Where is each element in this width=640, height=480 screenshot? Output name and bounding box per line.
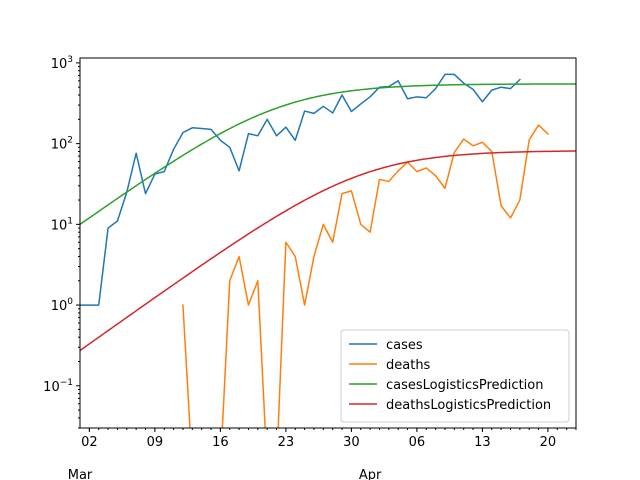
x-tick-label: 23 bbox=[278, 435, 295, 450]
x-tick-label: 06 bbox=[409, 435, 426, 450]
plot-frame bbox=[79, 57, 577, 429]
x-tick-label: 02 bbox=[81, 435, 98, 450]
series-line-3 bbox=[80, 150, 576, 352]
series-line-2 bbox=[80, 83, 576, 226]
legend: cases deaths casesLogisticsPrediction death… bbox=[340, 329, 570, 423]
series-layer bbox=[80, 73, 576, 428]
series-line-1 bbox=[182, 124, 549, 428]
legend-label: deathsLogisticsPrediction bbox=[386, 398, 551, 413]
x-tick-label: 16 bbox=[212, 435, 229, 450]
legend-label: casesLogisticsPrediction bbox=[386, 378, 543, 393]
x-tick-label: 20 bbox=[540, 435, 557, 450]
legend-frame bbox=[340, 329, 570, 423]
x-axis: 02 09 16 23 30 06 13 20 Mar Apr bbox=[68, 428, 577, 480]
y-tick-label: 100 bbox=[51, 297, 74, 314]
x-month-label: Apr bbox=[359, 468, 382, 480]
x-tick-label: 09 bbox=[147, 435, 164, 450]
x-tick-label: 13 bbox=[474, 435, 491, 450]
y-tick-label: 101 bbox=[51, 216, 73, 233]
series-line-0 bbox=[80, 73, 521, 306]
y-axis: 10−1 100 101 102 103 bbox=[43, 55, 80, 429]
x-tick-label: 30 bbox=[343, 435, 360, 450]
y-tick-label: 103 bbox=[51, 55, 73, 72]
y-tick-label: 10−1 bbox=[43, 378, 73, 395]
y-tick-label: 102 bbox=[51, 136, 73, 153]
x-month-label: Mar bbox=[68, 468, 93, 480]
legend-label: deaths bbox=[386, 358, 431, 373]
legend-label: cases bbox=[386, 338, 423, 353]
